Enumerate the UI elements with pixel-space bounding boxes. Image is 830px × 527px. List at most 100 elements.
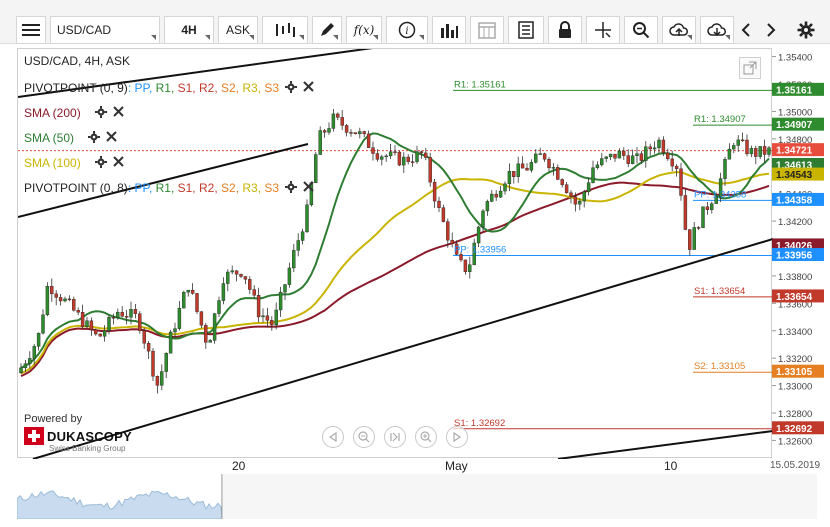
zoom-in-button[interactable] — [415, 426, 437, 448]
news-button[interactable] — [508, 16, 544, 44]
fx-icon: f(x) — [353, 23, 375, 37]
candle-body — [221, 283, 226, 301]
gear-icon[interactable] — [88, 130, 101, 146]
price-axis[interactable]: 1.354001.352001.350001.348001.346001.344… — [772, 48, 830, 458]
candle-body — [450, 239, 454, 245]
chart-canvas[interactable]: R1: 1.35161 R1: 1.34907 PP: 1.34358 PP: 1.3… — [18, 49, 773, 459]
close-icon[interactable] — [112, 106, 124, 120]
candle-body — [217, 300, 221, 314]
candle-body — [239, 273, 243, 277]
candle-body — [151, 350, 155, 377]
crosshair-button[interactable] — [586, 16, 620, 44]
sma200-line — [20, 181, 770, 378]
dukascopy-logo: DUKASCOPY — [24, 427, 132, 445]
candle-body — [419, 151, 424, 154]
candle-body — [476, 226, 481, 244]
volume-icon — [441, 24, 458, 38]
candle-body — [50, 286, 54, 295]
price-badge-label: 1.33956 — [776, 251, 813, 262]
close-icon[interactable] — [112, 156, 124, 170]
price-badge-label: 1.33105 — [776, 367, 813, 378]
legend-sma200-label: SMA (200) — [24, 106, 81, 120]
candle-body — [472, 242, 476, 265]
scroll-right-button[interactable] — [446, 426, 468, 448]
bar-type-icon — [276, 23, 295, 37]
close-icon[interactable] — [303, 181, 314, 195]
candle-body — [481, 210, 485, 228]
legend-part: R3, — [239, 181, 262, 195]
reset-zoom-button[interactable] — [384, 426, 406, 448]
info-icon: i — [398, 21, 416, 39]
lower-trend-line — [32, 238, 773, 459]
back-button[interactable] — [736, 16, 756, 44]
close-icon[interactable] — [303, 81, 314, 95]
download-button[interactable] — [700, 16, 734, 44]
bar-type-button[interactable] — [262, 16, 308, 44]
candle-body — [683, 195, 688, 230]
candle-body — [76, 310, 80, 313]
draw-button[interactable] — [312, 16, 342, 44]
candle-body — [265, 315, 270, 321]
swiss-cross-icon — [24, 427, 44, 445]
price-badge — [772, 289, 824, 303]
upload-button[interactable] — [662, 16, 696, 44]
navigator-canvas[interactable] — [16, 474, 817, 520]
price-badge-label: 1.34613 — [776, 160, 813, 171]
timeframe-select[interactable]: 4H — [164, 16, 214, 44]
y-tick-label: 1.32600 — [778, 436, 812, 447]
zoom-out-button[interactable] — [353, 426, 375, 448]
menu-button[interactable] — [16, 16, 46, 44]
price-badge — [772, 248, 824, 262]
candle-body — [318, 130, 322, 155]
y-tick-label: 1.34800 — [778, 135, 812, 146]
candle-body — [670, 158, 674, 167]
symbol-select[interactable]: USD/CAD — [50, 16, 160, 44]
range-navigator[interactable] — [16, 474, 817, 520]
settings-button[interactable] — [790, 16, 822, 44]
candle-body — [98, 333, 102, 337]
candle-body — [727, 148, 732, 160]
pivot-label: R1: 1.34907 — [694, 114, 746, 125]
price-badge-label: 1.34721 — [776, 146, 813, 157]
expand-button[interactable] — [739, 57, 761, 79]
pivot-label: S1: 1.32692 — [454, 418, 505, 429]
gear-icon[interactable] — [285, 80, 298, 96]
scroll-left-button[interactable] — [322, 426, 344, 448]
candle-body — [173, 328, 177, 333]
candle-body — [736, 139, 740, 146]
candle-body — [397, 151, 402, 166]
indicators-button[interactable]: f(x) — [346, 16, 382, 44]
candle-body — [516, 163, 520, 177]
candle-body — [380, 156, 384, 160]
lock-button[interactable] — [548, 16, 582, 44]
candle-body — [723, 159, 727, 179]
time-label-20: 20 — [232, 459, 246, 473]
price-badge-label: 1.34907 — [776, 120, 813, 131]
chart-area[interactable]: R1: 1.35161 R1: 1.34907 PP: 1.34358 PP: 1.3… — [17, 48, 773, 459]
volume-button[interactable] — [432, 16, 466, 44]
candle-body — [212, 313, 217, 341]
candle-body — [36, 332, 41, 347]
close-icon[interactable] — [106, 131, 117, 145]
candle-body — [617, 150, 622, 159]
candle-body — [428, 157, 432, 183]
candle-body — [45, 286, 50, 316]
side-select[interactable]: ASK — [218, 16, 258, 44]
price-badge-label: 1.35161 — [776, 85, 813, 96]
candle-body — [503, 183, 507, 192]
zoom-button[interactable] — [624, 16, 658, 44]
info-button[interactable]: i — [386, 16, 428, 44]
candle-body — [177, 307, 182, 329]
gear-icon[interactable] — [285, 180, 298, 196]
candle-body — [23, 363, 28, 369]
legend-sma100: SMA (100) — [24, 155, 124, 171]
calendar-button[interactable] — [470, 16, 504, 44]
candle-body — [591, 167, 595, 183]
candle-body — [142, 330, 146, 344]
gear-icon[interactable] — [94, 155, 107, 171]
candle-body — [525, 167, 529, 171]
gear-icon[interactable] — [94, 105, 107, 121]
forward-button[interactable] — [760, 16, 782, 44]
brand-tagline: Swiss Banking Group — [49, 444, 126, 453]
time-axis[interactable]: 20 May 10 15.05.2019 — [17, 458, 830, 474]
